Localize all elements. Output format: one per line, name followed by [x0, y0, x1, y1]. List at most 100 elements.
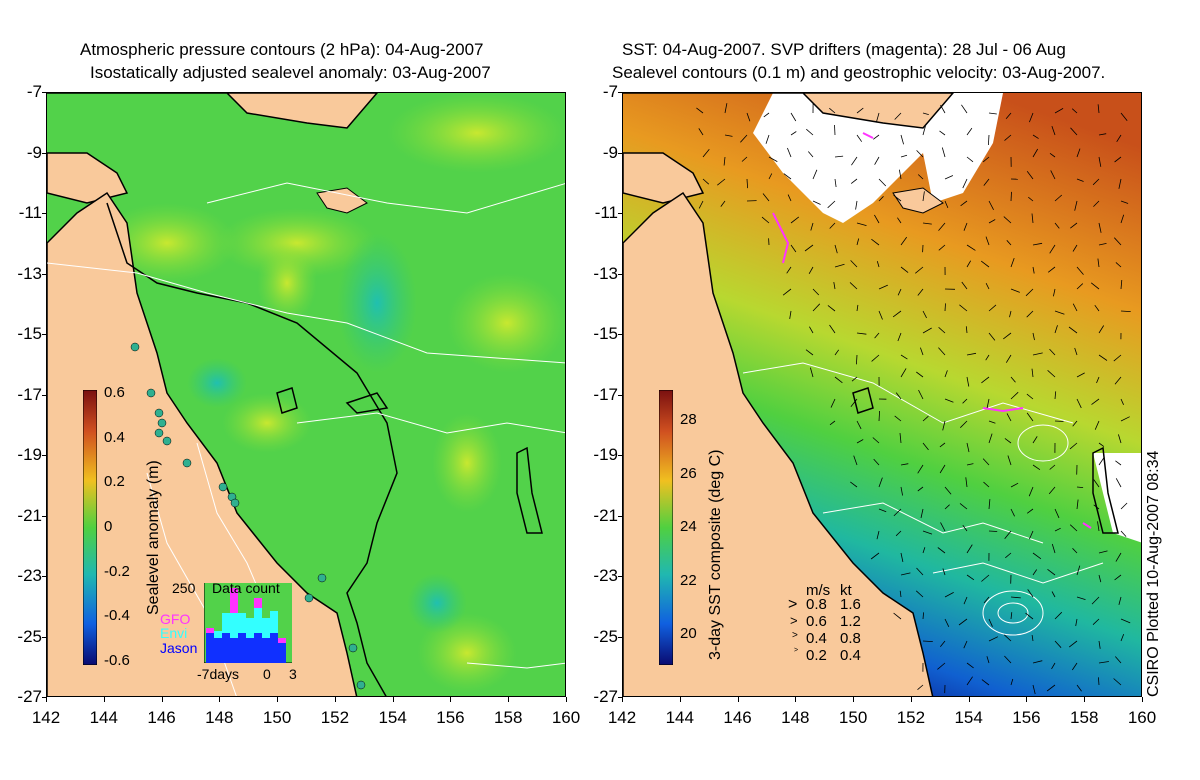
velocity-arrow [1068, 640, 1078, 648]
y-tick-label: -11 [18, 203, 42, 222]
velocity-arrow [829, 107, 836, 114]
velocity-arrow [959, 304, 968, 312]
velocity-arrow [1120, 502, 1128, 510]
velocity-arrow [783, 173, 792, 180]
sst-map-panel [622, 92, 1142, 697]
velocity-arrow [1051, 662, 1056, 670]
velocity-arrow [988, 134, 990, 146]
velocity-arrow [965, 326, 968, 334]
velocity-arrow [872, 437, 880, 444]
velocity-arrow [988, 433, 993, 444]
inset-x-right: 3 [289, 666, 297, 682]
velocity-arrow [1003, 332, 1012, 340]
y-tick-label: -21 [17, 505, 42, 525]
velocity-legend-arrow: > [788, 596, 798, 613]
velocity-arrow [944, 486, 952, 495]
y-tick-mark [42, 515, 46, 517]
velocity-arrow [873, 458, 880, 466]
colorbar-tick-label: 0.4 [104, 428, 125, 446]
velocity-arrow [944, 303, 946, 312]
velocity-arrow [698, 128, 704, 136]
velocity-arrow [1120, 310, 1131, 312]
colorbar-tick-label: 0.2 [104, 473, 125, 491]
velocity-arrow [856, 354, 858, 365]
velocity-arrow [806, 128, 814, 136]
velocity-arrow [787, 147, 792, 158]
x-tick-mark [1026, 697, 1028, 702]
velocity-arrow [917, 486, 924, 492]
velocity-arrow [922, 310, 927, 319]
velocity-arrow [892, 310, 902, 318]
inset-title: Data count [212, 580, 280, 596]
x-tick-mark [334, 697, 336, 702]
colorbar-tick-label: 24 [680, 518, 697, 535]
x-tick-label: 154 [378, 708, 407, 727]
velocity-arrow [1120, 279, 1123, 290]
velocity-arrow [829, 324, 836, 334]
x-tick-mark [1084, 697, 1086, 702]
velocity-arrow [762, 193, 770, 202]
velocity-arrow [940, 522, 946, 532]
velocity-arrow [1032, 352, 1043, 356]
right-title-line2: Sealevel contours (0.1 m) and geostrophi… [612, 63, 1106, 82]
velocity-arrow [1094, 420, 1100, 430]
colorbar-tick-label: -0.4 [104, 607, 130, 625]
velocity-arrow [982, 156, 990, 163]
velocity-arrow [1026, 508, 1034, 514]
y-tick-label: -27 [593, 687, 618, 706]
x-tick-label: 160 [551, 708, 581, 727]
velocity-arrow [962, 524, 968, 532]
velocity-arrow [983, 481, 990, 488]
velocity-arrow [855, 200, 858, 210]
velocity-arrow [1010, 596, 1021, 599]
velocity-arrow [963, 640, 968, 649]
y-tick-mark [42, 152, 46, 154]
velocity-arrow [922, 415, 929, 422]
y-tick-label: -9 [26, 142, 42, 162]
velocity-arrow [981, 574, 990, 582]
velocity-arrow [1032, 464, 1041, 471]
sealevel-map-panel [46, 92, 566, 697]
velocity-arrow [1091, 398, 1100, 405]
velocity-arrow [1074, 347, 1078, 356]
velocity-arrow [1120, 398, 1124, 405]
velocity-arrow [1118, 596, 1122, 606]
velocity-arrow [922, 547, 926, 554]
velocity-arrow [1047, 266, 1056, 273]
velocity-arrow [856, 332, 867, 335]
velocity-arrow [834, 124, 836, 136]
velocity-arrow [696, 107, 704, 114]
y-tick-label: -25 [593, 626, 618, 646]
velocity-arrow [1114, 574, 1122, 581]
velocity-arrow [1090, 282, 1100, 290]
y-tick-mark [42, 636, 46, 638]
velocity-arrow [1097, 258, 1100, 268]
velocity-arrow [1051, 125, 1056, 136]
velocity-arrow [1007, 455, 1012, 466]
velocity-arrow [1120, 416, 1130, 422]
left-title-line2: Isostatically adjusted sealevel anomaly:… [90, 63, 491, 82]
velocity-arrow [741, 156, 748, 162]
velocity-arrow [1003, 216, 1012, 224]
velocity-arrow [900, 552, 904, 562]
velocity-arrow [922, 530, 933, 535]
velocity-arrow [1076, 596, 1086, 600]
velocity-arrow [963, 596, 968, 605]
velocity-arrow [916, 567, 924, 576]
velocity-arrow [1031, 634, 1034, 642]
velocity-arrow [1076, 178, 1084, 182]
x-tick-label: 156 [436, 708, 465, 727]
velocity-arrow [1049, 464, 1056, 470]
velocity-arrow [789, 310, 792, 319]
velocity-arrow [1098, 354, 1108, 361]
velocity-arrow [959, 503, 968, 510]
velocity-arrow [1027, 589, 1034, 598]
velocity-arrow [1069, 524, 1078, 532]
velocity-arrow [988, 420, 996, 424]
y-tick-mark [618, 515, 622, 517]
velocity-arrow [988, 530, 998, 532]
velocity-arrow [1054, 222, 1060, 229]
velocity-arrow [1098, 640, 1101, 649]
velocity-arrow [782, 288, 792, 296]
sst-colorbar-label: 3-day SST composite (deg C) [707, 449, 724, 660]
